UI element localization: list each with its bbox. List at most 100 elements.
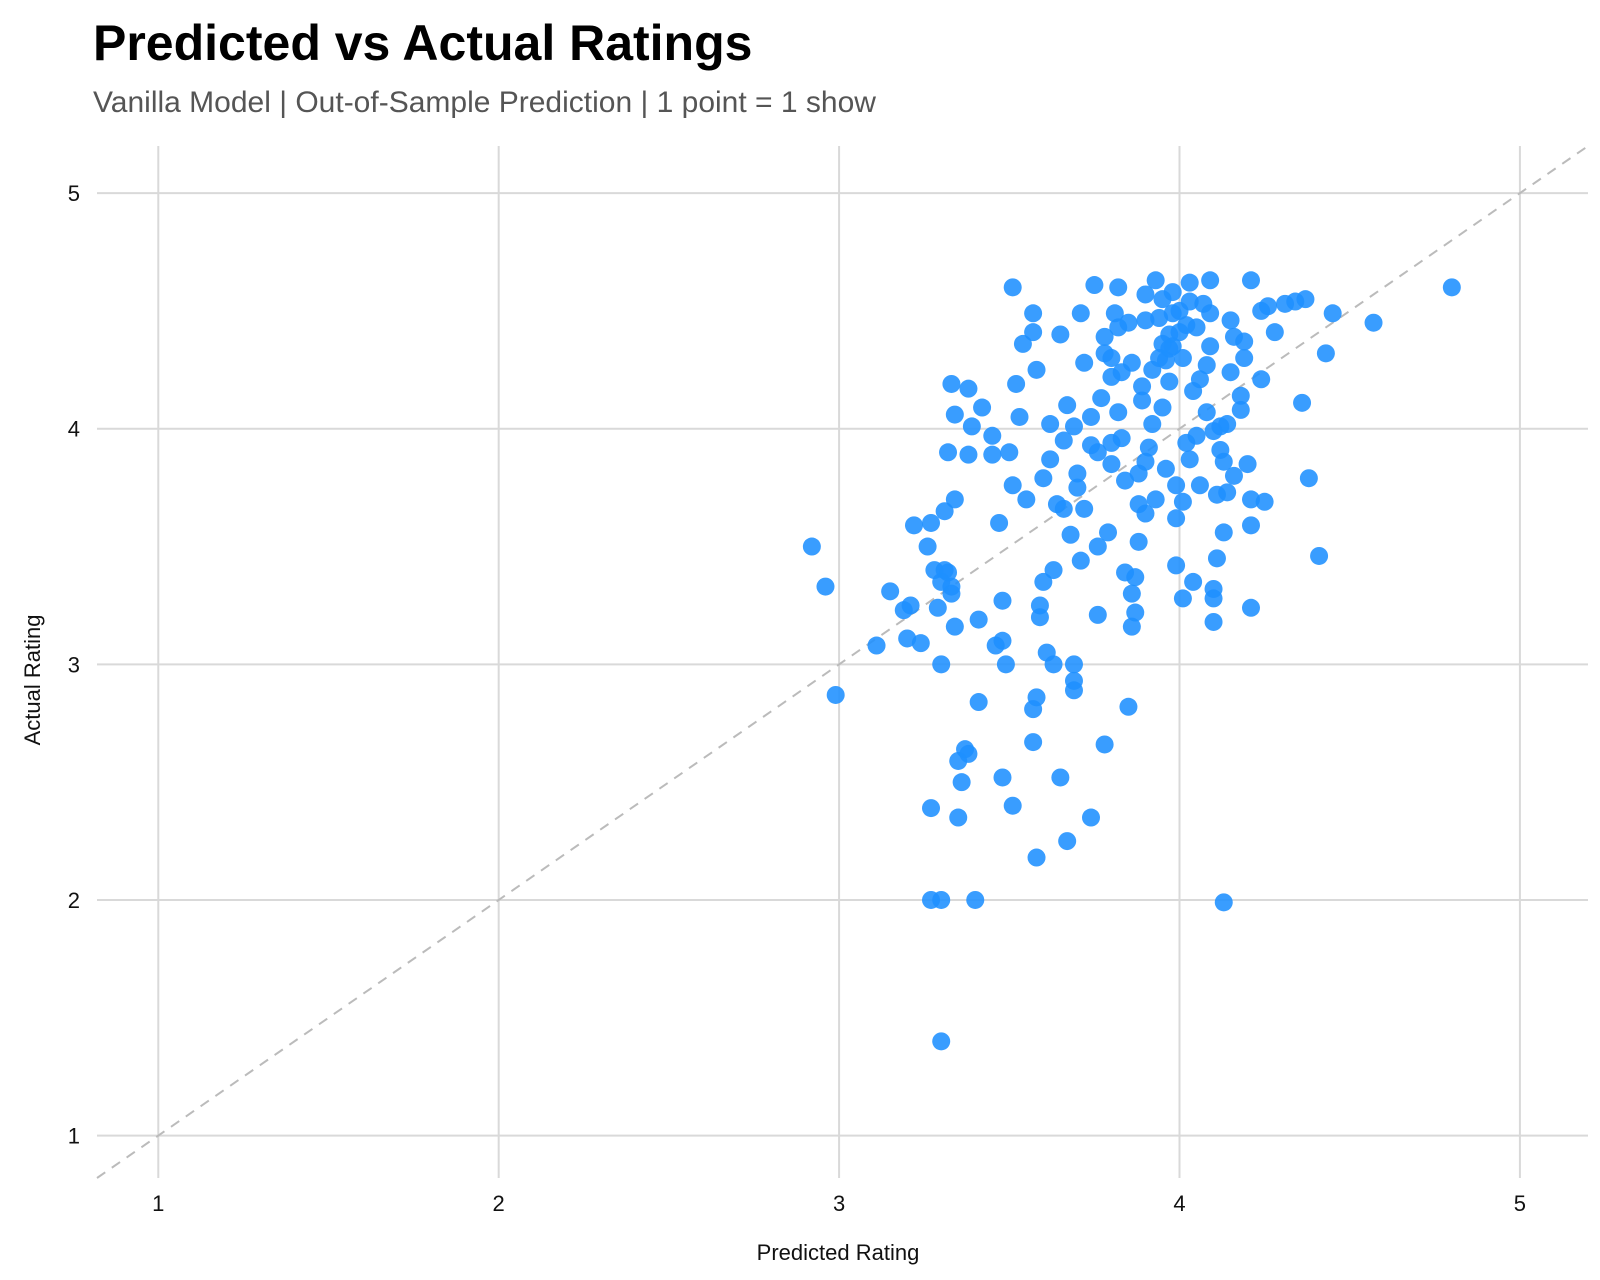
data-point bbox=[983, 445, 1002, 464]
data-point bbox=[1051, 768, 1070, 787]
data-point bbox=[1071, 304, 1090, 323]
data-point bbox=[1231, 386, 1250, 405]
data-point bbox=[1139, 438, 1158, 457]
data-point bbox=[867, 636, 886, 655]
data-point bbox=[1088, 537, 1107, 556]
data-point bbox=[1241, 516, 1260, 535]
data-point bbox=[1316, 344, 1335, 363]
data-point bbox=[1105, 304, 1124, 323]
data-point bbox=[1024, 700, 1043, 719]
data-point bbox=[1085, 276, 1104, 295]
data-point bbox=[959, 379, 978, 398]
data-point bbox=[1167, 476, 1186, 495]
data-point bbox=[1150, 309, 1169, 327]
data-point bbox=[1241, 598, 1260, 617]
data-point bbox=[1133, 377, 1152, 396]
x-tick-label: 3 bbox=[833, 1191, 845, 1216]
data-point bbox=[1041, 450, 1060, 469]
data-point bbox=[904, 516, 923, 535]
data-point bbox=[945, 617, 964, 636]
data-point bbox=[1003, 476, 1022, 495]
data-point bbox=[1095, 344, 1114, 363]
data-point bbox=[1027, 360, 1046, 379]
data-point bbox=[1252, 301, 1271, 320]
x-axis-title: Predicted Rating bbox=[757, 1240, 920, 1265]
data-point bbox=[1010, 407, 1029, 426]
data-point bbox=[1102, 455, 1121, 474]
data-point bbox=[1136, 311, 1155, 330]
data-point bbox=[1068, 464, 1087, 483]
data-point bbox=[1173, 492, 1192, 511]
data-point bbox=[1007, 374, 1026, 393]
data-point bbox=[1184, 572, 1203, 591]
data-point bbox=[1129, 532, 1148, 551]
grid-lines bbox=[97, 146, 1588, 1178]
data-point bbox=[1058, 396, 1077, 415]
data-point bbox=[1221, 363, 1240, 382]
data-point bbox=[935, 502, 954, 521]
data-point bbox=[1204, 612, 1223, 631]
data-point bbox=[1136, 452, 1155, 471]
data-point bbox=[1153, 290, 1172, 309]
data-point bbox=[942, 374, 961, 393]
data-point bbox=[1027, 848, 1046, 867]
data-point bbox=[962, 417, 981, 436]
data-point bbox=[1116, 563, 1135, 582]
data-point bbox=[826, 685, 845, 704]
data-point bbox=[1122, 584, 1141, 603]
data-point bbox=[1109, 278, 1128, 297]
data-point bbox=[1047, 495, 1066, 514]
data-point bbox=[949, 751, 968, 770]
data-point bbox=[1177, 433, 1196, 452]
data-point bbox=[1252, 370, 1271, 389]
data-point bbox=[939, 443, 958, 462]
data-point bbox=[1235, 332, 1254, 351]
data-point bbox=[1255, 492, 1274, 511]
data-point bbox=[1214, 893, 1233, 912]
data-point bbox=[1180, 273, 1199, 292]
data-point bbox=[911, 634, 930, 653]
data-point bbox=[1119, 697, 1138, 716]
data-point bbox=[1211, 417, 1230, 436]
data-point bbox=[1184, 382, 1203, 401]
data-point bbox=[1122, 353, 1141, 372]
data-point bbox=[990, 513, 1009, 532]
data-point bbox=[1207, 485, 1226, 504]
data-point bbox=[1003, 278, 1022, 297]
data-point bbox=[973, 398, 992, 417]
data-point bbox=[922, 890, 941, 909]
data-point bbox=[1167, 556, 1186, 575]
x-tick-label: 4 bbox=[1173, 1191, 1185, 1216]
data-point bbox=[1041, 415, 1060, 434]
data-point bbox=[1207, 549, 1226, 568]
data-point bbox=[1323, 304, 1342, 323]
data-point bbox=[1071, 551, 1090, 570]
data-point bbox=[1058, 832, 1077, 851]
data-point bbox=[949, 808, 968, 827]
data-point bbox=[1122, 617, 1141, 636]
data-point bbox=[1265, 323, 1284, 342]
data-point bbox=[1095, 327, 1114, 346]
data-point bbox=[1146, 490, 1165, 509]
data-point bbox=[1143, 415, 1162, 434]
data-point bbox=[1197, 356, 1216, 375]
data-point bbox=[1116, 471, 1135, 490]
data-point bbox=[1180, 450, 1199, 469]
x-tick-label: 5 bbox=[1514, 1191, 1526, 1216]
data-point bbox=[1099, 523, 1118, 542]
data-point bbox=[1092, 389, 1111, 408]
data-point bbox=[1276, 294, 1295, 313]
y-tick-label: 2 bbox=[68, 888, 80, 913]
x-axis-ticks: 1 2 3 4 5 bbox=[152, 1191, 1526, 1216]
data-point bbox=[918, 537, 937, 556]
data-point bbox=[1293, 393, 1312, 412]
data-point bbox=[983, 426, 1002, 445]
data-point bbox=[1153, 398, 1172, 417]
data-point bbox=[1204, 579, 1223, 598]
data-point bbox=[1197, 403, 1216, 422]
data-point bbox=[969, 693, 988, 712]
data-point bbox=[945, 490, 964, 509]
data-point bbox=[1034, 469, 1053, 488]
y-tick-label: 5 bbox=[68, 181, 80, 206]
data-point bbox=[1364, 313, 1383, 332]
